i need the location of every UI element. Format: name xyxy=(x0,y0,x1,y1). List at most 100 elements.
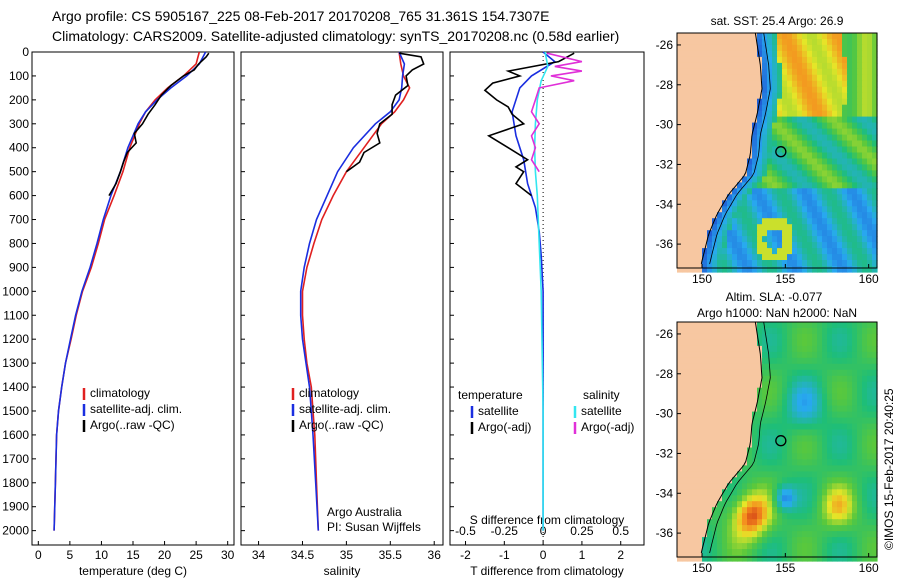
sla-map-cell xyxy=(772,322,778,329)
sla-map-cell xyxy=(792,339,798,347)
sst-map-cell xyxy=(682,152,688,160)
sst-map-cell xyxy=(867,50,873,58)
sst-map-cell xyxy=(717,92,723,100)
sst-map-cell xyxy=(682,146,688,154)
sla-map-cell xyxy=(722,435,728,443)
sla-map-cell xyxy=(762,333,768,341)
sst-map-cell xyxy=(692,266,698,273)
sst-map-cell xyxy=(777,158,783,166)
sla-map-cell xyxy=(872,351,878,359)
sla-map-cell xyxy=(822,322,828,329)
sst-map-cell xyxy=(772,33,778,40)
sla-map-cell xyxy=(832,387,838,395)
sla-map-cell xyxy=(807,399,813,407)
sst-map-cell xyxy=(827,146,833,154)
sla-map-cell xyxy=(747,507,753,514)
sla-map-cell xyxy=(742,375,748,383)
sla-map-cell xyxy=(782,489,788,496)
sst-map-cell xyxy=(777,164,783,171)
sst-map-cell xyxy=(747,128,753,136)
sla-map-cell xyxy=(682,387,688,395)
sla-map-cell xyxy=(702,459,708,466)
sst-map-cell xyxy=(797,266,803,273)
sla-map-cell xyxy=(872,549,878,556)
sst-map-cell xyxy=(777,200,783,207)
sst-map-cell xyxy=(767,212,773,219)
sla-map-cell xyxy=(807,339,813,347)
sst-map-cell xyxy=(692,50,698,58)
sla-map-cell xyxy=(727,345,733,353)
sst-map-cell xyxy=(697,39,703,46)
sst-map-cell xyxy=(797,194,803,201)
sst-map-cell xyxy=(692,56,698,64)
sla-map-cell xyxy=(717,429,723,437)
sla-map-cell xyxy=(757,453,763,460)
sst-map-cell xyxy=(862,50,868,58)
sst-map-cell xyxy=(757,146,763,154)
sla-map-ytick-label: -36 xyxy=(656,526,674,540)
sst-map-cell xyxy=(852,44,858,52)
sst-map-cell xyxy=(732,176,738,183)
sla-map-cell xyxy=(767,531,773,538)
sst-map-cell xyxy=(827,39,833,46)
sst-map-cell xyxy=(747,248,753,255)
sst-map-cell xyxy=(812,200,818,207)
sst-map-cell xyxy=(837,110,843,118)
sst-map-cell xyxy=(732,98,738,106)
sla-map-cell xyxy=(767,513,773,520)
sla-map-cell xyxy=(857,399,863,407)
sla-map-cell xyxy=(842,489,848,496)
sst-map-cell xyxy=(847,33,853,40)
sla-map-cell xyxy=(772,357,778,365)
sla-map-cell xyxy=(712,435,718,443)
sst-map-cell xyxy=(682,230,688,237)
sla-map-cell xyxy=(857,459,863,466)
sst-map-cell xyxy=(762,224,768,231)
sst-map-cell xyxy=(687,236,693,243)
sla-map-cell xyxy=(697,501,703,508)
sst-map-cell xyxy=(857,236,863,243)
sla-map-cell xyxy=(787,513,793,520)
sla-map-cell xyxy=(757,501,763,508)
sla-map-cell xyxy=(782,345,788,353)
sst-map-cell xyxy=(717,188,723,195)
sla-map-cell xyxy=(787,399,793,407)
sla-map-cell xyxy=(857,363,863,371)
sla-map-cell xyxy=(762,429,768,437)
sst-map-cell xyxy=(842,242,848,249)
sla-map-cell xyxy=(822,328,828,335)
sla-map-cell xyxy=(817,483,823,490)
sla-map-cell xyxy=(832,328,838,335)
sst-map-cell xyxy=(677,128,683,136)
sst-map-cell xyxy=(717,164,723,171)
sla-map-cell xyxy=(812,543,818,550)
sla-map-cell xyxy=(867,369,873,377)
sla-map-cell xyxy=(682,333,688,341)
sla-map-cell xyxy=(797,399,803,407)
sst-map-cell xyxy=(737,68,743,76)
sla-map-cell xyxy=(702,429,708,437)
sla-map-cell xyxy=(832,429,838,437)
sla-map-cell xyxy=(757,333,763,341)
sla-map-cell xyxy=(787,345,793,353)
sst-map-cell xyxy=(762,266,768,273)
sst-map-cell xyxy=(807,254,813,261)
sla-map-cell xyxy=(702,322,708,329)
sst-map-cell xyxy=(847,188,853,195)
sst-map-cell xyxy=(867,218,873,225)
sla-map-cell xyxy=(722,465,728,472)
sst-map-cell xyxy=(692,218,698,225)
sst-map-cell xyxy=(797,212,803,219)
sla-map-cell xyxy=(832,471,838,478)
sla-map-cell xyxy=(827,411,833,419)
sst-map-cell xyxy=(687,50,693,58)
sla-map-cell xyxy=(692,525,698,532)
sst-map-cell xyxy=(807,158,813,166)
sla-map-cell xyxy=(837,417,843,425)
sla-map-cell xyxy=(777,411,783,419)
sal-series-argo-raw-qc- xyxy=(345,52,425,173)
sla-map-cell xyxy=(737,477,743,484)
sla-map-cell xyxy=(782,537,788,544)
sla-map-cell xyxy=(757,555,763,562)
sla-map-cell xyxy=(832,447,838,455)
